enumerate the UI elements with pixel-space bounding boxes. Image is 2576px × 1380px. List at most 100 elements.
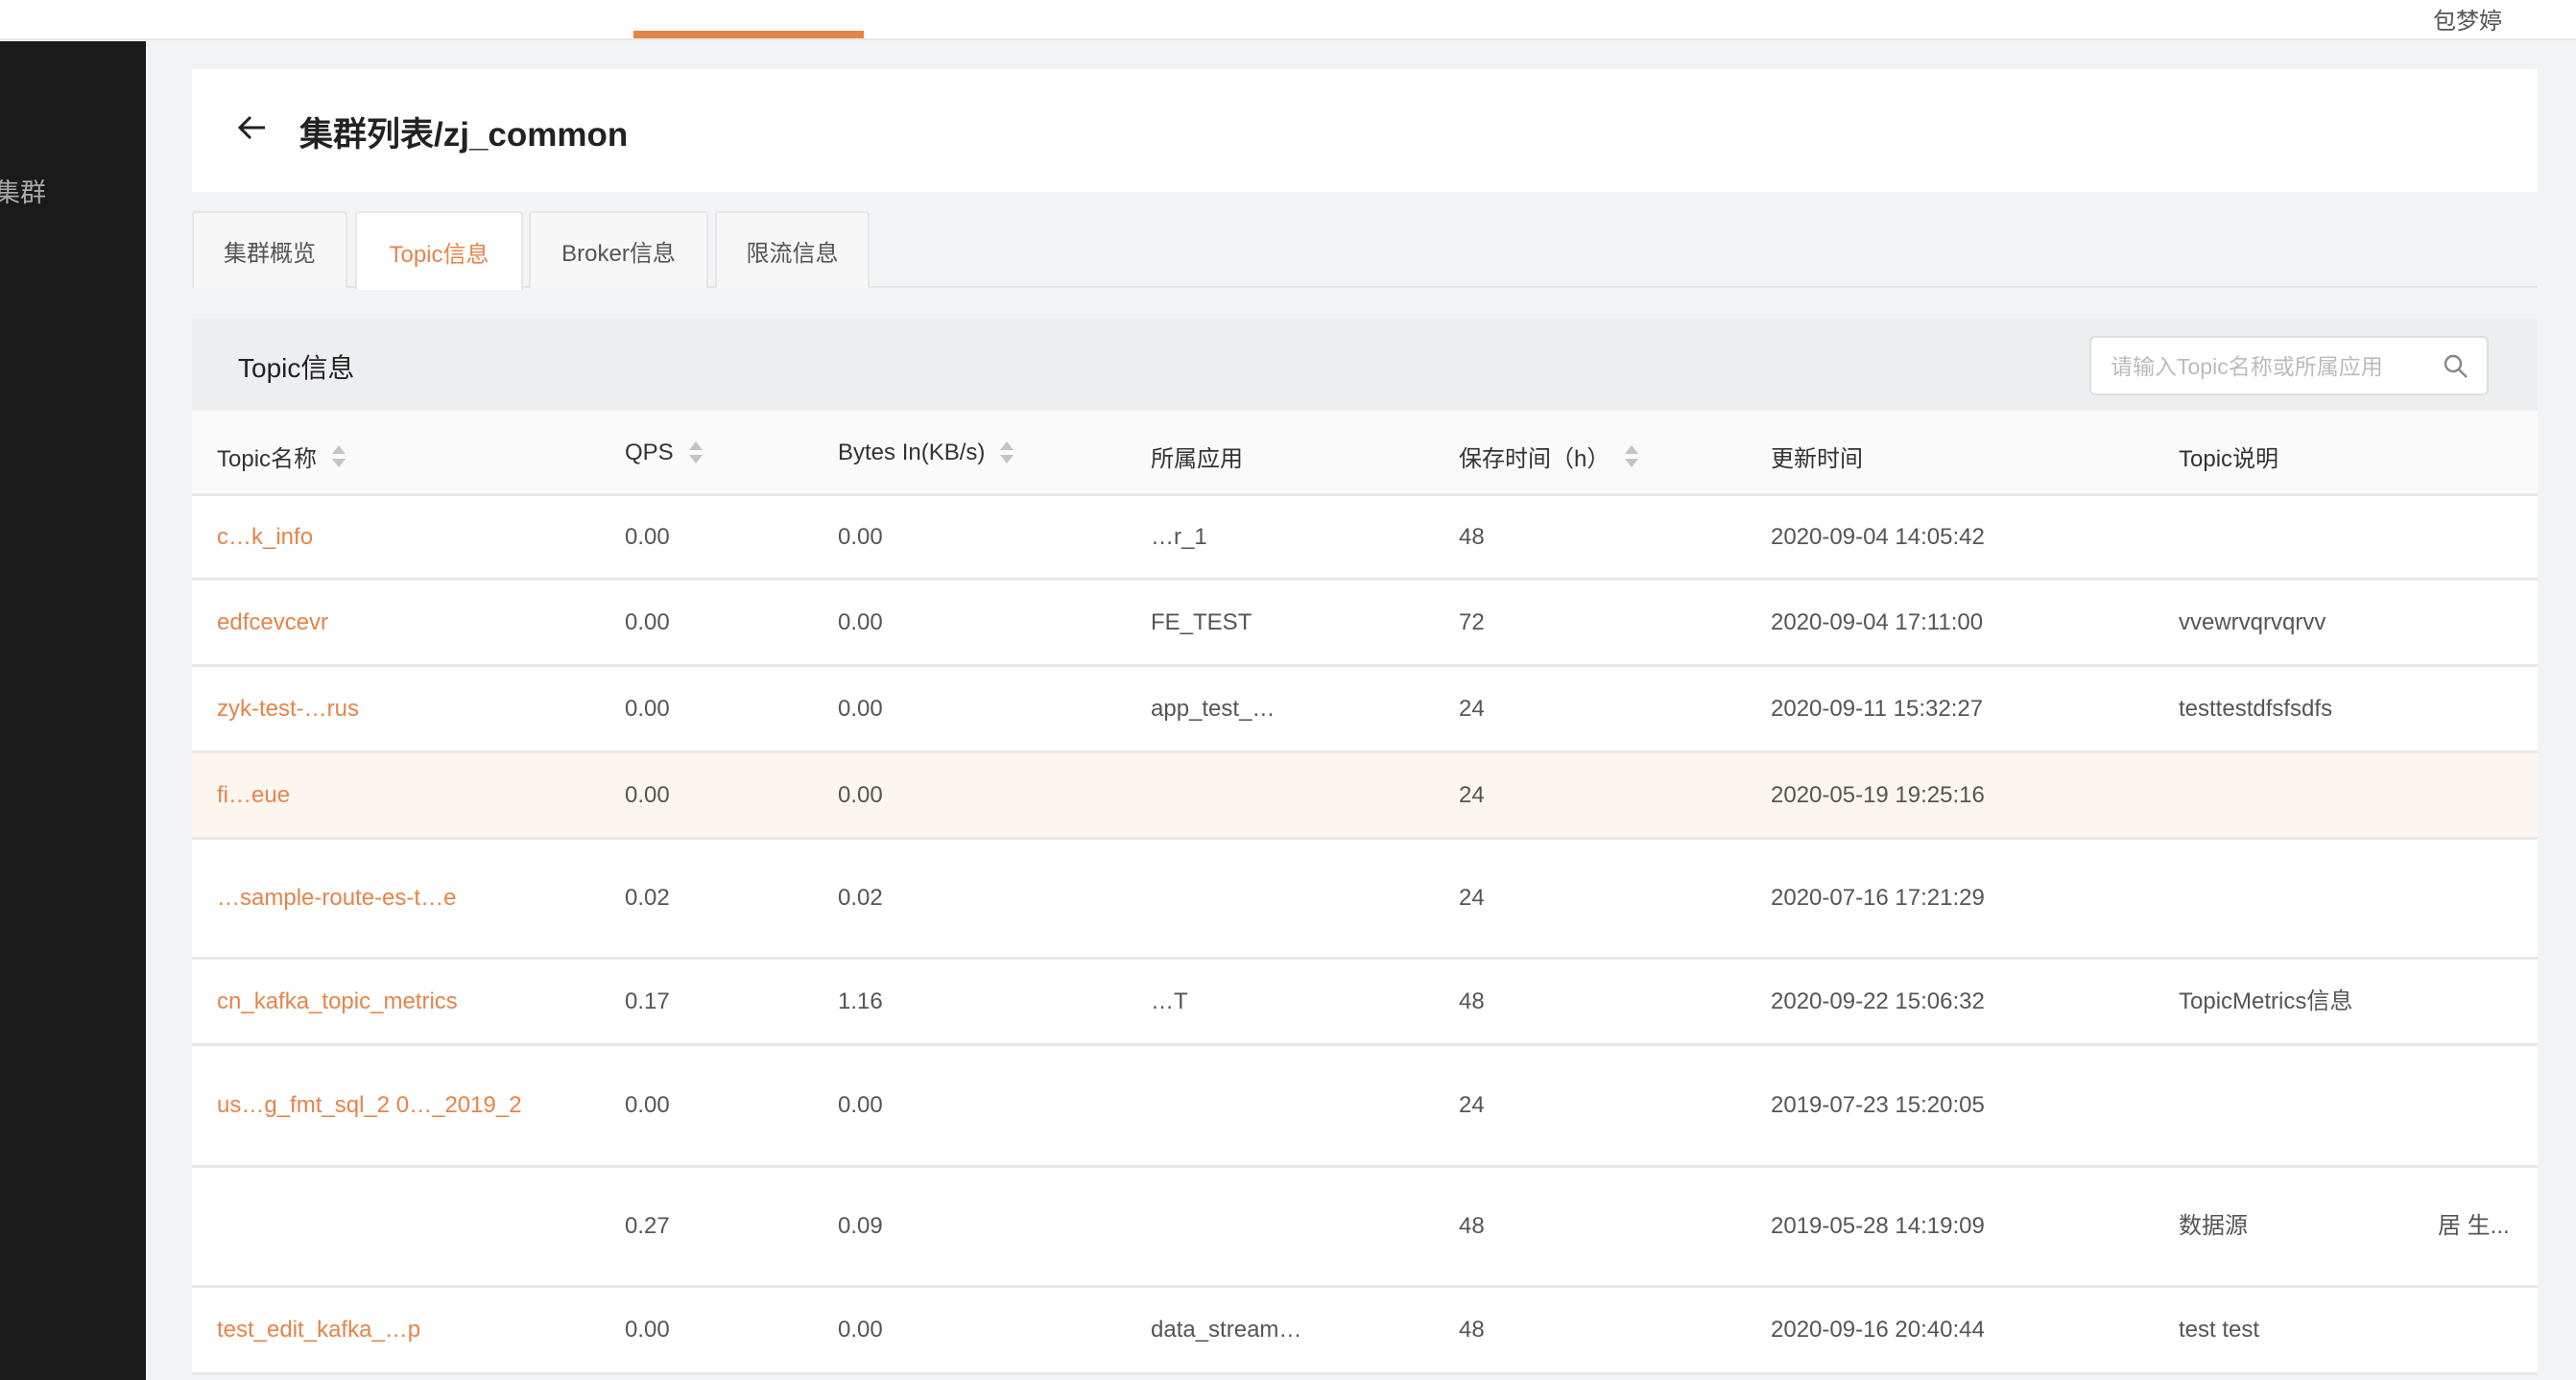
qps-cell: 0.02 (625, 885, 670, 911)
column-label: 更新时间 (1771, 446, 1863, 472)
qps-cell: 0.00 (625, 1092, 670, 1118)
column-header-retention[interactable]: 保存时间（h） (1459, 440, 1639, 473)
column-header-qps[interactable]: QPS (625, 440, 703, 466)
updated-time-cell: 2020-09-22 15:06:32 (1771, 987, 1985, 1014)
column-label: 保存时间（h） (1459, 446, 1610, 472)
column-label: Topic名称 (217, 446, 318, 472)
table-row[interactable]: fi…eue 0.00 0.00 24 2020-05-19 19:25:16 (192, 753, 2538, 840)
table-row[interactable]: cn_kafka_topic_metrics 0.17 1.16 …T 48 2020-0… (192, 960, 2538, 1046)
topic-name-link[interactable]: us…g_fmt_sql_2 0…_2019_2 (217, 1092, 522, 1118)
qps-cell: 0.00 (625, 523, 670, 550)
updated-time-cell: 2019-05-28 14:19:09 (1771, 1213, 1985, 1239)
app-cell: app_test_… (1151, 695, 1276, 722)
updated-time-cell: 2019-07-23 15:20:05 (1771, 1092, 1985, 1118)
arrow-left-icon[interactable] (236, 111, 269, 144)
topic-name-link[interactable]: fi…eue (217, 781, 291, 808)
retention-cell: 24 (1459, 695, 1485, 722)
table-row[interactable]: test_edit_kafka_…p 0.00 0.00 data_stream… 48… (192, 1288, 2538, 1375)
topic-name-link[interactable]: c…k_info (217, 523, 314, 550)
topic-section-header: Topic信息 (192, 319, 2538, 411)
updated-time-cell: 2020-09-11 15:32:27 (1771, 695, 1984, 722)
description-cell: testtestdfsfsdfs (2179, 695, 2333, 722)
retention-cell: 48 (1459, 987, 1485, 1014)
tab-throttle-info[interactable]: 限流信息 (715, 211, 870, 288)
qps-cell: 0.00 (625, 695, 670, 722)
description-cell: vvewrvqrvqrvv (2179, 608, 2326, 635)
sort-icon[interactable] (1625, 443, 1639, 470)
retention-cell: 24 (1459, 781, 1485, 808)
sort-icon[interactable] (688, 440, 703, 466)
updated-time-cell: 2020-09-16 20:40:44 (1771, 1317, 1985, 1343)
topic-name-link[interactable]: cn_kafka_topic_metrics (217, 987, 458, 1014)
updated-time-cell: 2020-09-04 17:11:00 (1771, 608, 1984, 635)
app-cell: FE_TEST (1151, 608, 1252, 635)
bytes-in-cell: 0.00 (838, 523, 883, 550)
page-title: 集群列表/zj_common (299, 116, 629, 154)
topic-name-link[interactable]: …sample-route-es-t…e (217, 885, 457, 911)
table-row[interactable]: edfcevcevr 0.00 0.00 FE_TEST 72 2020-09-04 17… (192, 581, 2538, 667)
column-header-topic-name[interactable]: Topic名称 (217, 440, 346, 473)
sort-icon[interactable] (1000, 440, 1014, 466)
column-label: QPS (625, 440, 674, 465)
column-label: Bytes In(KB/s) (838, 440, 986, 465)
topic-name-link[interactable]: edfcevcevr (217, 608, 329, 635)
search-icon[interactable] (2443, 353, 2469, 380)
column-header-description: Topic说明 (2179, 440, 2278, 473)
tab-topic-info[interactable]: Topic信息 (355, 211, 523, 290)
tab-bar: 集群概览 Topic信息 Broker信息 限流信息 (192, 211, 2538, 290)
table-header: Topic名称 QPS Bytes In(KB/s) 所属应用 保存时间（h） … (192, 411, 2538, 496)
retention-cell: 24 (1459, 1092, 1485, 1118)
topic-name-link[interactable]: zyk-test-…rus (217, 695, 360, 722)
qps-cell: 0.00 (625, 608, 670, 635)
sidebar-item-cluster[interactable]: 集群 (0, 178, 46, 207)
description-cell: test test (2179, 1317, 2260, 1343)
section-title: Topic信息 (238, 353, 355, 383)
description-cell: TopicMetrics信息 (2179, 987, 2353, 1014)
description-overflow: 居 生... (2438, 1213, 2510, 1239)
column-label: Topic说明 (2179, 446, 2279, 472)
column-header-bytes-in[interactable]: Bytes In(KB/s) (838, 440, 1014, 466)
active-nav-indicator (633, 31, 864, 38)
updated-time-cell: 2020-09-04 14:05:42 (1771, 523, 1985, 550)
table-row[interactable]: …sample-route-es-t…e 0.02 0.02 24 2020-07-16… (192, 840, 2538, 960)
table-row[interactable]: us…g_fmt_sql_2 0…_2019_2 0.00 0.00 24 2019-0… (192, 1046, 2538, 1168)
bytes-in-cell: 1.16 (838, 987, 883, 1014)
retention-cell: 48 (1459, 1317, 1485, 1343)
updated-time-cell: 2020-05-19 19:25:16 (1771, 781, 1985, 808)
search-input[interactable] (2111, 349, 2427, 384)
retention-cell: 72 (1459, 608, 1485, 635)
column-label: 所属应用 (1151, 446, 1243, 472)
sidebar: 集群 (0, 41, 146, 1380)
bytes-in-cell: 0.00 (838, 1092, 883, 1118)
topic-table: Topic名称 QPS Bytes In(KB/s) 所属应用 保存时间（h） … (192, 411, 2538, 1375)
app-cell: …T (1151, 987, 1188, 1014)
bytes-in-cell: 0.00 (838, 781, 883, 808)
retention-cell: 48 (1459, 523, 1485, 550)
tab-broker-info[interactable]: Broker信息 (529, 211, 708, 288)
table-row[interactable]: zyk-test-…rus 0.00 0.00 app_test_… 24 2020-09… (192, 667, 2538, 753)
bytes-in-cell: 0.00 (838, 695, 883, 722)
qps-cell: 0.17 (625, 987, 670, 1014)
search-box[interactable] (2089, 336, 2489, 395)
bytes-in-cell: 0.02 (838, 885, 883, 911)
retention-cell: 24 (1459, 885, 1485, 911)
table-body: c…k_info 0.00 0.00 …r_1 48 2020-09-04 14:05:4… (192, 496, 2538, 1375)
title-card (192, 69, 2538, 192)
qps-cell: 0.27 (625, 1213, 670, 1239)
sort-icon[interactable] (332, 443, 346, 470)
bytes-in-cell: 0.00 (838, 1317, 883, 1343)
updated-time-cell: 2020-07-16 17:21:29 (1771, 885, 1985, 911)
column-header-updated: 更新时间 (1771, 440, 1863, 473)
column-header-app: 所属应用 (1151, 440, 1243, 473)
qps-cell: 0.00 (625, 1317, 670, 1343)
bytes-in-cell: 0.09 (838, 1213, 883, 1239)
topic-name-link[interactable]: test_edit_kafka_…p (217, 1317, 421, 1343)
retention-cell: 48 (1459, 1213, 1485, 1239)
bytes-in-cell: 0.00 (838, 608, 883, 635)
table-row[interactable]: c…k_info 0.00 0.00 …r_1 48 2020-09-04 14:05:4… (192, 496, 2538, 581)
qps-cell: 0.00 (625, 781, 670, 808)
user-name[interactable]: 包梦婷 (2433, 9, 2502, 35)
tab-cluster-overview[interactable]: 集群概览 (192, 211, 347, 288)
description-cell: 数据源 (2179, 1213, 2248, 1239)
table-row[interactable]: 0.27 0.09 48 2019-05-28 14:19:09 数据源 居 生... (192, 1168, 2538, 1288)
